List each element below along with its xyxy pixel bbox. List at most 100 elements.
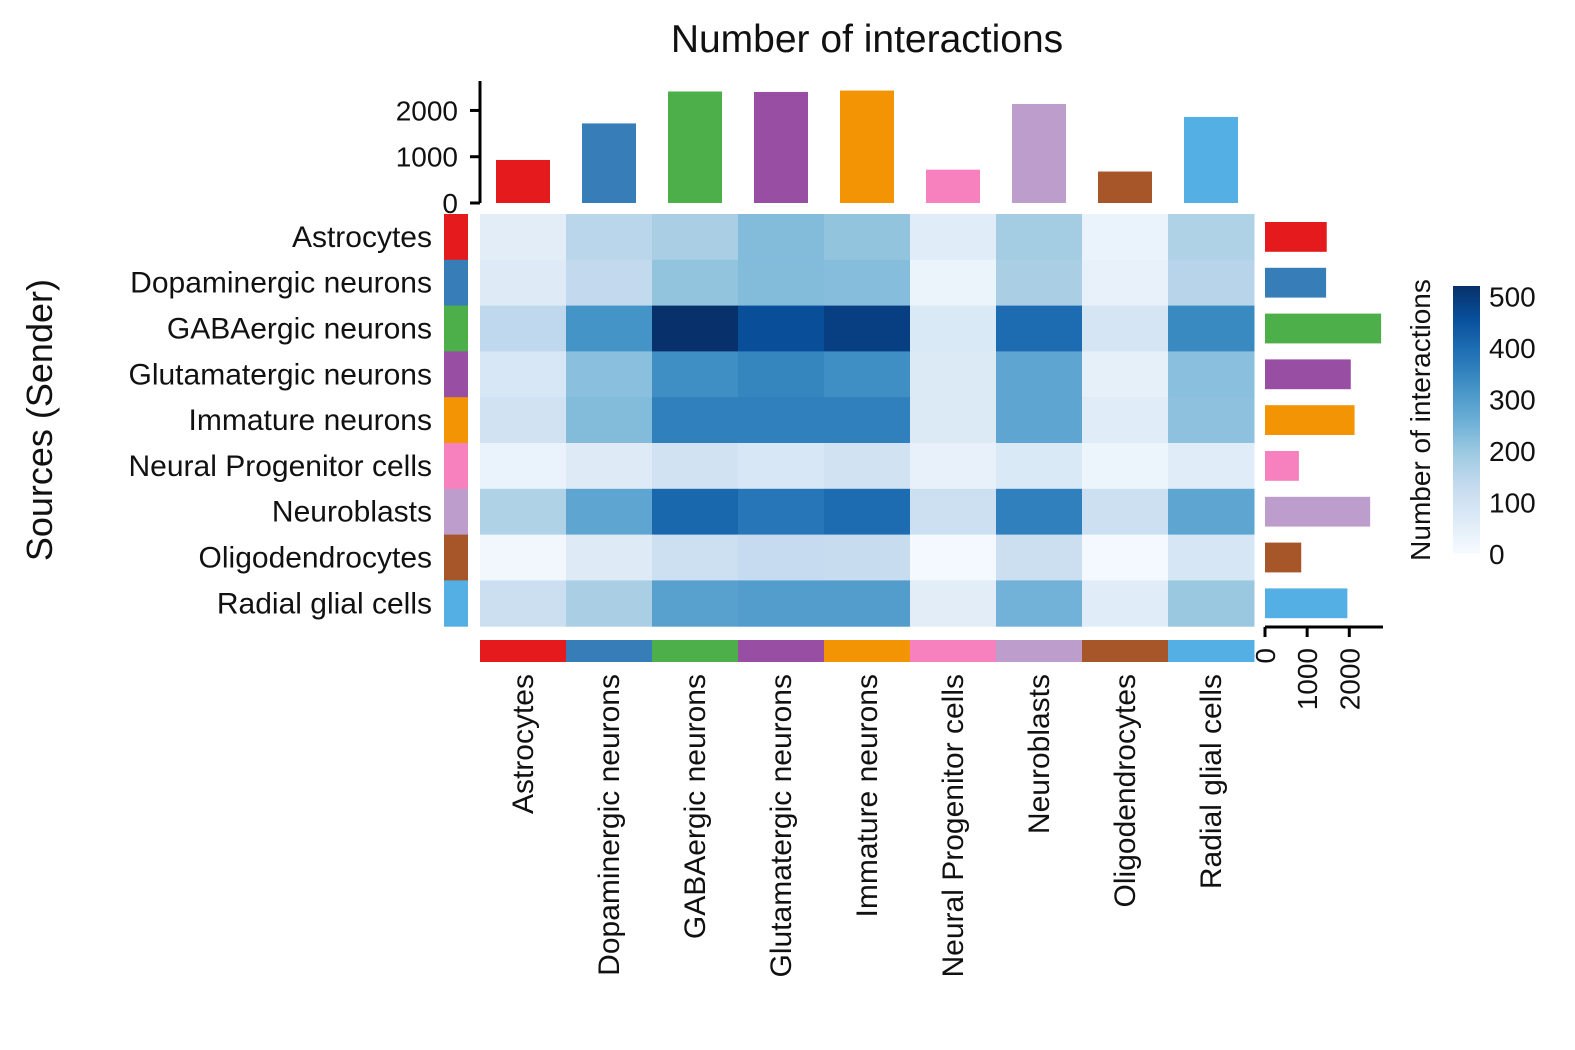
row-annotation-swatch	[444, 488, 468, 536]
heatmap-cell	[996, 443, 1083, 490]
heatmap-cell	[824, 305, 911, 352]
heatmap-cell	[1168, 580, 1255, 627]
right-bar	[1265, 405, 1355, 435]
heatmap-cell	[824, 443, 911, 490]
colorbar-tick-label: 100	[1489, 487, 1536, 518]
column-label: Neural Progenitor cells	[937, 674, 970, 977]
row-label: Neural Progenitor cells	[129, 450, 432, 483]
colorbar-tick-label: 400	[1489, 333, 1536, 364]
heatmap-cell	[738, 259, 825, 307]
y-axis-title: Sources (Sender)	[19, 279, 60, 561]
heatmap-cell	[1168, 351, 1255, 398]
heatmap-cell	[652, 305, 739, 352]
heatmap-cell	[566, 397, 653, 444]
row-annotation-swatch	[444, 534, 468, 581]
heatmap-cell	[566, 488, 653, 536]
heatmap-cell	[738, 580, 825, 627]
right-bar	[1265, 359, 1351, 390]
right-axis-tick-label: 2000	[1334, 648, 1365, 710]
heatmap-cell	[1082, 259, 1169, 307]
row-label: Neuroblasts	[272, 496, 432, 529]
right-bar	[1265, 222, 1327, 252]
heatmap-cell	[910, 397, 997, 444]
row-annotation-swatch	[444, 259, 468, 307]
heatmap-cell	[566, 580, 653, 627]
top-bar	[1012, 103, 1066, 203]
column-annotation-swatch	[652, 640, 739, 662]
colorbar-tick-label: 0	[1489, 539, 1505, 570]
row-label: Oligodendrocytes	[199, 542, 432, 575]
heatmap-cell	[824, 397, 911, 444]
heatmap-cell	[566, 351, 653, 398]
heatmap-cell	[652, 580, 739, 627]
column-label: Astrocytes	[507, 674, 540, 814]
heatmap-cell	[652, 488, 739, 536]
top-bar	[582, 123, 636, 203]
top-bar	[1184, 116, 1238, 203]
heatmap-cell	[652, 259, 739, 307]
heatmap-cell	[738, 443, 825, 490]
heatmap-cell	[910, 305, 997, 352]
heatmap-cell	[1082, 397, 1169, 444]
top-barplot	[496, 90, 1238, 203]
column-annotation-swatch	[480, 640, 567, 662]
top-axis-tick-label: 0	[442, 188, 458, 219]
row-label: Astrocytes	[292, 221, 432, 254]
top-bar	[668, 91, 722, 203]
column-label: Neuroblasts	[1023, 674, 1056, 834]
top-axis-tick-label: 2000	[396, 95, 458, 126]
heatmap-cell	[1082, 351, 1169, 398]
heatmap-cell	[566, 214, 653, 261]
heatmap-cell	[480, 488, 567, 536]
heatmap-cell	[910, 534, 997, 581]
colorbar-tick-label: 500	[1489, 281, 1536, 312]
heatmap-cell	[738, 488, 825, 536]
column-annotation-swatch	[824, 640, 911, 662]
right-bar	[1265, 588, 1348, 619]
colorbar	[1453, 286, 1480, 554]
heatmap-cell	[1168, 534, 1255, 581]
right-bar	[1265, 267, 1327, 298]
row-annotation-swatch	[444, 580, 468, 627]
heatmap-cell	[566, 534, 653, 581]
heatmap-cell	[480, 214, 567, 261]
row-annotation-swatch	[444, 397, 468, 444]
heatmap-cell	[996, 580, 1083, 627]
column-label: Immature neurons	[851, 674, 884, 917]
heatmap-cell	[824, 214, 911, 261]
heatmap-cell	[480, 534, 567, 581]
heatmap-cell	[910, 580, 997, 627]
top-bar	[496, 159, 550, 203]
heatmap-cell	[652, 534, 739, 581]
heatmap-cell	[480, 580, 567, 627]
row-annotation-swatch	[444, 351, 468, 398]
heatmap-cell	[996, 397, 1083, 444]
heatmap-cell	[1082, 534, 1169, 581]
heatmap-cell	[480, 259, 567, 307]
colorbar-tick-label: 300	[1489, 384, 1536, 415]
top-bar	[840, 90, 894, 203]
right-bar	[1265, 451, 1299, 481]
heatmap-cell	[996, 534, 1083, 581]
heatmap-cell	[480, 351, 567, 398]
heatmap-cell	[1082, 488, 1169, 536]
heatmap-cell	[1168, 305, 1255, 352]
row-annotation-swatch	[444, 214, 468, 261]
row-label: Dopaminergic neurons	[130, 267, 432, 300]
colorbar-tick-label: 200	[1489, 436, 1536, 467]
column-label: Glutamatergic neurons	[765, 674, 798, 978]
top-axis-tick-label: 1000	[396, 142, 458, 173]
heatmap-cell	[738, 214, 825, 261]
row-annotation-swatch	[444, 443, 468, 490]
heatmap-cell	[824, 488, 911, 536]
heatmap-cell	[738, 305, 825, 352]
heatmap-cell	[566, 443, 653, 490]
heatmap-cell	[824, 351, 911, 398]
column-label: Oligodendrocytes	[1109, 674, 1142, 907]
column-annotation-swatch	[1168, 640, 1255, 662]
heatmap-cell	[996, 351, 1083, 398]
heatmap-cell	[566, 259, 653, 307]
heatmap-cell	[910, 259, 997, 307]
heatmap-cell	[996, 305, 1083, 352]
